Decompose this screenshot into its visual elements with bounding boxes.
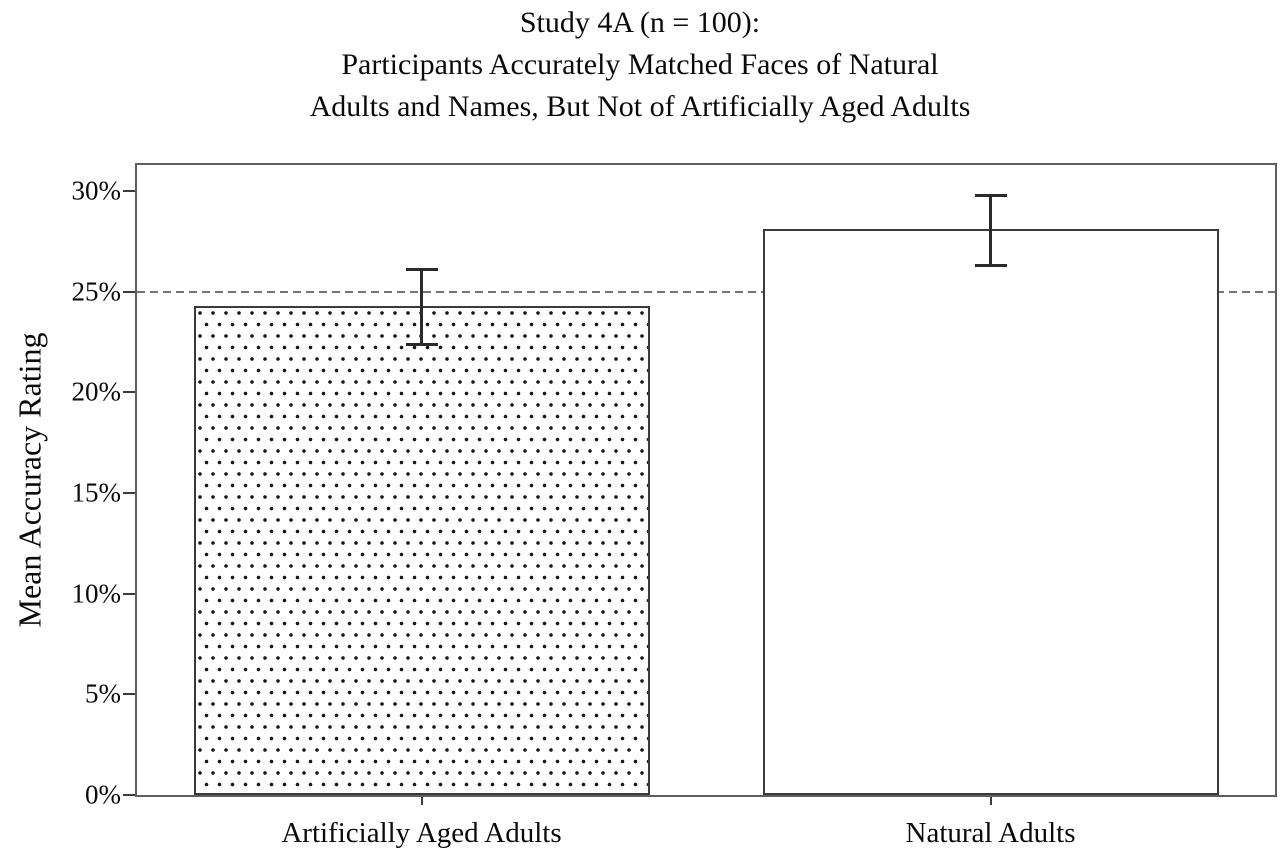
- y-axis-tick: [123, 794, 135, 796]
- error-bar-stem: [420, 269, 423, 345]
- y-axis-label: Mean Accuracy Rating: [11, 332, 48, 628]
- y-axis-tick-label: 25%: [71, 276, 122, 307]
- chart-title: Study 4A (n = 100): Participants Accurat…: [0, 2, 1280, 128]
- chart-title-line-3: Adults and Names, But Not of Artificiall…: [309, 90, 971, 123]
- y-axis-tick-label: 10%: [71, 578, 122, 609]
- y-axis-tick: [123, 290, 135, 293]
- y-axis-tick: [123, 492, 135, 495]
- y-axis-tick-label: 30%: [71, 175, 122, 206]
- x-axis-category-label: Artificially Aged Adults: [281, 817, 562, 849]
- error-bar-bottom-cap: [974, 264, 1007, 268]
- chart-title-line-2: Participants Accurately Matched Faces of…: [341, 48, 939, 81]
- y-axis-tick: [123, 592, 135, 595]
- y-axis-tick-label: 15%: [71, 477, 122, 508]
- x-axis-tick: [989, 797, 992, 805]
- error-bar-bottom-cap: [405, 342, 438, 346]
- bar-natural-adults: [762, 229, 1219, 795]
- y-axis-tick: [123, 391, 135, 394]
- error-bar-top-cap: [405, 268, 438, 272]
- y-axis-tick-label: 20%: [71, 376, 122, 407]
- error-bar-top-cap: [974, 193, 1007, 197]
- y-axis-tick: [123, 693, 135, 696]
- x-axis-category-label: Natural Adults: [905, 817, 1076, 849]
- error-bar-stem: [989, 195, 992, 266]
- chance-reference-line: [137, 290, 1275, 293]
- y-axis-tick: [123, 190, 135, 193]
- plot-area: 0% 5% 10% 15% 20% 25% 30% Artificially Aged Adu…: [72, 163, 1277, 849]
- y-axis-tick-label: 0%: [85, 779, 121, 810]
- chart-title-line-1: Study 4A (n = 100):: [519, 6, 761, 39]
- bar-artificially-aged-adults: [193, 305, 650, 795]
- y-axis-tick-label: 5%: [85, 678, 121, 709]
- x-axis-tick: [420, 797, 423, 805]
